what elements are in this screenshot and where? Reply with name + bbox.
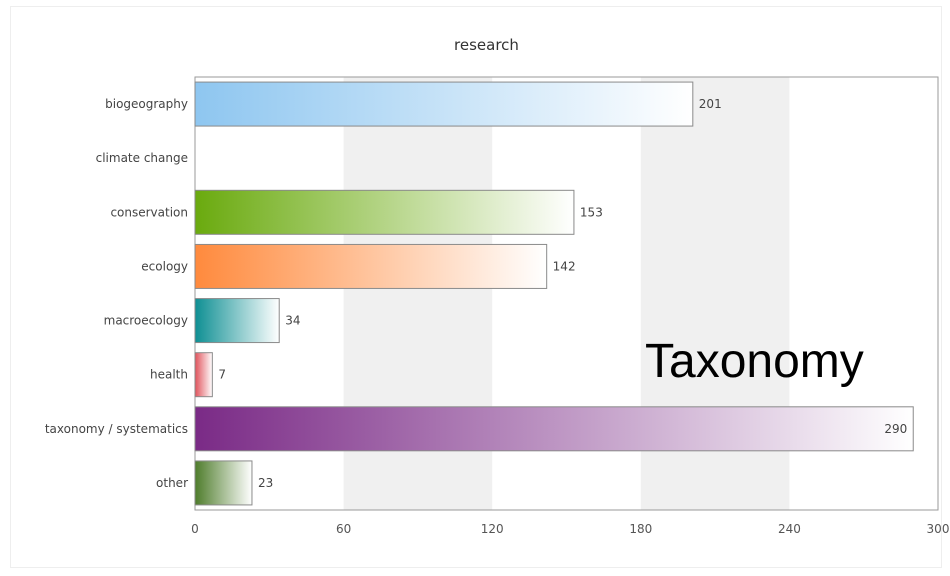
- category-label: health: [150, 368, 188, 382]
- bar-biogeography[interactable]: [194, 81, 694, 127]
- category-label: taxonomy / systematics: [45, 422, 188, 436]
- x-tick-label: 0: [191, 522, 199, 536]
- data-label: 201: [699, 97, 722, 111]
- category-label: biogeography: [105, 97, 188, 111]
- data-label: 290: [884, 422, 907, 436]
- bar-ecology[interactable]: [194, 243, 548, 289]
- overlay-caption: Taxonomy: [645, 335, 864, 388]
- data-label: 23: [258, 476, 273, 490]
- data-label: 142: [553, 259, 576, 273]
- bar-taxonomy-systematics[interactable]: [194, 406, 914, 452]
- x-tick-label: 300: [927, 522, 950, 536]
- x-tick-label: 60: [336, 522, 351, 536]
- bar-other[interactable]: [194, 460, 253, 506]
- category-label: climate change: [96, 151, 188, 165]
- x-tick-label: 120: [481, 522, 504, 536]
- chart-title: research: [454, 36, 519, 54]
- category-label: ecology: [141, 259, 188, 273]
- data-label: 34: [285, 314, 300, 328]
- plot-frame: [194, 76, 939, 511]
- x-tick-label: 180: [629, 522, 652, 536]
- bar-health[interactable]: [194, 352, 213, 398]
- x-tick-label: 240: [778, 522, 801, 536]
- category-label: macroecology: [104, 314, 188, 328]
- bar-conservation[interactable]: [194, 189, 575, 235]
- category-label: other: [156, 476, 188, 490]
- data-label: 7: [218, 368, 226, 382]
- category-label: conservation: [110, 205, 188, 219]
- bar-macroecology[interactable]: [194, 298, 280, 344]
- data-label: 153: [580, 205, 603, 219]
